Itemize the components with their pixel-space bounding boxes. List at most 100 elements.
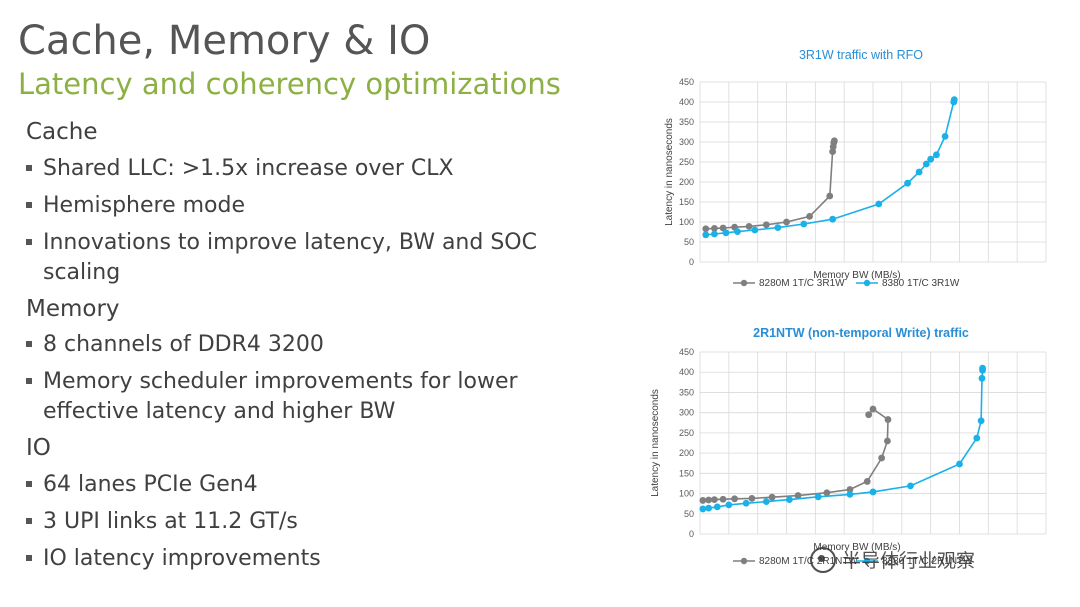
data-point — [783, 218, 790, 226]
legend-label: 8280M 1T/C 2R1NTW — [759, 556, 858, 567]
data-point — [762, 221, 770, 229]
legend-marker — [740, 279, 748, 287]
section-io: IO 64 lanes PCIe Gen4 3 UPI links at 11.… — [26, 434, 586, 574]
chart-svg: 3R1W traffic with RFO 0 50 100 150 200 250 300 3… — [664, 48, 1047, 289]
bullet-square-icon — [26, 341, 32, 348]
x-axis-label: Memory BW (MB/s) — [813, 270, 900, 281]
data-point — [826, 192, 834, 200]
slide-title: Cache, Memory & IO — [18, 18, 431, 64]
y-tick-label: 350 — [679, 117, 694, 127]
data-point — [846, 486, 854, 493]
series-blue — [699, 364, 986, 513]
y-tick-label: 0 — [689, 257, 694, 267]
series-gray — [699, 405, 892, 504]
bullet-square-icon — [26, 517, 32, 524]
y-tick-label: 250 — [679, 428, 694, 438]
section-memory: Memory 8 channels of DDR4 3200 Memory sc… — [26, 295, 586, 428]
data-point — [814, 493, 822, 501]
legend-label: 8380 1T/C 2R1NTW — [882, 556, 973, 567]
data-point — [705, 496, 713, 504]
legend-marker — [863, 557, 871, 565]
bullet-square-icon — [26, 201, 32, 208]
data-point — [699, 505, 707, 513]
data-point — [800, 220, 808, 228]
data-point — [711, 496, 718, 504]
data-point — [927, 155, 935, 163]
data-point — [713, 503, 721, 511]
y-tick-label: 150 — [679, 197, 694, 207]
chart-svg: 2R1NTW (non-temporal Write) traffic 0 50 10… — [650, 326, 1047, 567]
y-axis-label: Latency in nanoseconds — [650, 389, 661, 497]
y-tick-label: 150 — [679, 468, 694, 478]
section-heading: Cache — [26, 119, 98, 145]
chart-2r1ntw: 2R1NTW (non-temporal Write) traffic 0 50 10… — [628, 318, 1058, 580]
data-point — [829, 215, 837, 223]
data-point — [702, 225, 710, 233]
data-point — [734, 228, 741, 236]
data-point — [711, 225, 718, 232]
bullet-text: IO latency improvements — [43, 545, 321, 571]
bullet-square-icon — [26, 378, 32, 385]
data-point — [806, 213, 813, 220]
section-heading: Memory — [26, 295, 120, 322]
bullet-content: Cache Shared LLC: >1.5x increase over CL… — [26, 118, 586, 581]
data-point — [878, 454, 886, 462]
series-line — [705, 99, 956, 236]
data-point — [846, 490, 854, 498]
chart-3r1w: 3R1W traffic with RFO 0 50 100 150 200 250 300 3… — [628, 40, 1058, 302]
legend-marker — [740, 557, 748, 565]
y-tick-label: 200 — [679, 448, 694, 458]
data-point — [699, 497, 707, 504]
chart-title: 2R1NTW (non-temporal Write) traffic — [753, 326, 969, 340]
data-point — [863, 478, 871, 485]
bullet-text: 3 UPI links at 11.2 GT/s — [43, 508, 298, 534]
data-point — [748, 495, 756, 502]
slide-subtitle: Latency and coherency optimizations — [18, 67, 561, 101]
bullet-text: Innovations to improve latency, BW and S… — [43, 229, 537, 285]
bullet-square-icon — [26, 554, 32, 561]
gridlines — [699, 81, 1047, 263]
y-tick-label: 250 — [679, 157, 694, 167]
data-point — [785, 496, 793, 504]
bullet-square-icon — [26, 481, 32, 488]
data-point — [884, 437, 891, 445]
data-point — [884, 416, 892, 423]
section-cache: Cache Shared LLC: >1.5x increase over CL… — [26, 118, 586, 288]
data-point — [977, 417, 985, 425]
data-point — [973, 434, 981, 442]
data-point — [978, 374, 986, 382]
legend: 8280M 1T/C 3R1W 8380 1T/C 3R1W — [733, 278, 960, 289]
series-line — [702, 407, 889, 502]
legend: 8280M 1T/C 2R1NTW 8380 1T/C 2R1NTW — [733, 556, 973, 567]
data-point — [941, 133, 949, 140]
watermark-text: 半导体行业观察 — [842, 550, 976, 572]
bullet-item: Memory scheduler improvements for lower … — [26, 367, 586, 427]
data-point — [722, 229, 730, 237]
data-point — [823, 489, 831, 497]
data-point — [702, 231, 710, 239]
bullet-square-icon — [26, 238, 32, 245]
y-axis-label: Latency in nanoseconds — [664, 118, 675, 226]
section-heading: IO — [26, 435, 51, 462]
bullet-text: Memory scheduler improvements for lower … — [43, 369, 518, 425]
data-point — [904, 179, 911, 187]
data-point — [731, 495, 738, 503]
data-point — [869, 488, 877, 496]
y-tick-label: 200 — [679, 177, 694, 187]
data-point — [865, 411, 873, 419]
x-axis-label: Memory BW (MB/s) — [813, 542, 900, 553]
gridlines — [699, 351, 1047, 535]
watermark: 半导体行业观察 — [810, 546, 975, 573]
bullet-item: IO latency improvements — [26, 544, 586, 574]
data-point — [742, 499, 750, 507]
data-point — [719, 495, 727, 503]
bullet-item: 3 UPI links at 11.2 GT/s — [26, 507, 586, 537]
bullet-text: Hemisphere mode — [43, 192, 246, 218]
data-point — [979, 364, 986, 372]
series-blue — [702, 96, 958, 239]
data-point — [751, 226, 759, 234]
bullet-square-icon — [26, 164, 32, 171]
data-point — [875, 200, 883, 208]
data-point — [711, 230, 718, 238]
data-point — [745, 223, 753, 230]
